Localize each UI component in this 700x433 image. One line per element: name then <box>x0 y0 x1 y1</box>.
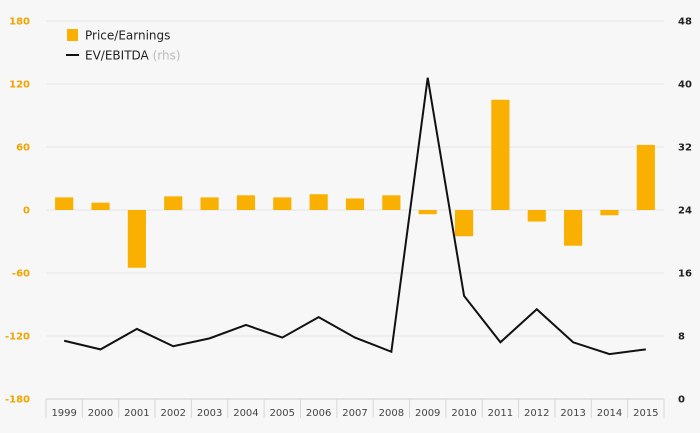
x-tick-label: 2015 <box>633 408 658 419</box>
x-tick-label: 2007 <box>342 408 367 419</box>
x-tick-label: 2004 <box>233 408 258 419</box>
legend-label: Price/Earnings <box>85 29 170 43</box>
y-right-tick-label: 40 <box>678 80 692 91</box>
bar <box>564 210 583 246</box>
line-series <box>63 77 646 356</box>
gridlines <box>46 20 664 337</box>
legend-swatch-bar <box>67 29 78 41</box>
y-left-tick-label: -60 <box>12 269 30 280</box>
y-right-tick-label: 0 <box>678 395 685 406</box>
x-tick-label: 2003 <box>197 408 222 419</box>
x-tick-label: 2011 <box>488 408 513 419</box>
x-tick-label: 2009 <box>415 408 440 419</box>
y-left-tick-label: 180 <box>9 17 30 28</box>
x-tick-label: 1999 <box>51 408 76 419</box>
x-tick-label: 2008 <box>379 408 404 419</box>
bar <box>600 210 619 216</box>
x-tick-label: 2013 <box>560 408 585 419</box>
bar <box>345 198 365 210</box>
bar <box>309 194 328 210</box>
y-left-tick-label: 60 <box>16 143 30 154</box>
y-left-tick-label: 120 <box>9 80 30 91</box>
y-right-tick-label: 8 <box>678 332 685 343</box>
bar <box>55 197 74 210</box>
legend-label: EV/EBITDA (rhs) <box>85 49 181 63</box>
y-right-tick-label: 48 <box>678 17 692 28</box>
bar <box>200 197 219 210</box>
x-tick-label: 2012 <box>524 408 549 419</box>
y-left-tick-label: -120 <box>5 332 30 343</box>
y-axis-right: 0 8 16 24 32 40 48 <box>678 17 692 406</box>
y-left-tick-label: -180 <box>5 395 30 406</box>
bar <box>127 210 146 268</box>
bar <box>418 210 437 215</box>
y-left-tick-label: 0 <box>23 206 30 217</box>
y-right-tick-label: 16 <box>678 269 692 280</box>
x-tick-label: 2000 <box>88 408 113 419</box>
bar <box>382 195 401 210</box>
x-axis: 1999 2000 2001 2002 2003 2004 2005 2006 2007 2008… <box>45 398 665 419</box>
bar <box>273 197 292 210</box>
bar <box>236 195 256 210</box>
x-tick-label: 2001 <box>124 408 149 419</box>
x-tick-label: 2002 <box>161 408 186 419</box>
x-tick-label: 2014 <box>597 408 622 419</box>
bar <box>636 144 655 210</box>
bar-series <box>55 99 655 268</box>
bar <box>164 196 183 210</box>
bar <box>491 99 510 210</box>
x-tick-label: 2010 <box>451 408 476 419</box>
legend: Price/Earnings EV/EBITDA (rhs) <box>66 29 181 63</box>
y-axis-left: -180 -120 -60 0 60 120 180 <box>5 17 30 406</box>
y-right-tick-label: 32 <box>678 143 692 154</box>
y-right-tick-label: 24 <box>678 206 692 217</box>
bar <box>527 210 546 222</box>
x-tick-label: 2005 <box>270 408 295 419</box>
x-tick-label: 2006 <box>306 408 331 419</box>
bar <box>91 202 110 210</box>
bar <box>454 210 474 237</box>
